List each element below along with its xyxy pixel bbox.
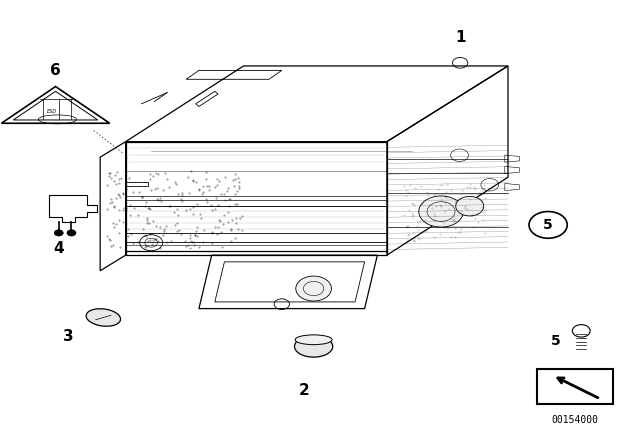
Ellipse shape: [86, 309, 120, 326]
Text: 3: 3: [63, 329, 74, 344]
Circle shape: [140, 235, 163, 251]
Text: 00154000: 00154000: [552, 415, 598, 425]
Ellipse shape: [294, 336, 333, 357]
Circle shape: [67, 230, 76, 236]
Text: 5: 5: [543, 218, 553, 232]
Circle shape: [296, 276, 332, 301]
Circle shape: [456, 196, 484, 216]
Ellipse shape: [295, 335, 332, 345]
Text: 1: 1: [455, 30, 465, 44]
Text: 4: 4: [53, 241, 64, 256]
Circle shape: [529, 211, 567, 238]
Bar: [537, 369, 613, 404]
Circle shape: [54, 230, 63, 236]
Text: 6: 6: [50, 63, 61, 78]
Text: ESD: ESD: [47, 109, 58, 114]
Text: 5: 5: [551, 334, 561, 348]
Circle shape: [419, 196, 463, 227]
Text: 2: 2: [299, 383, 310, 398]
